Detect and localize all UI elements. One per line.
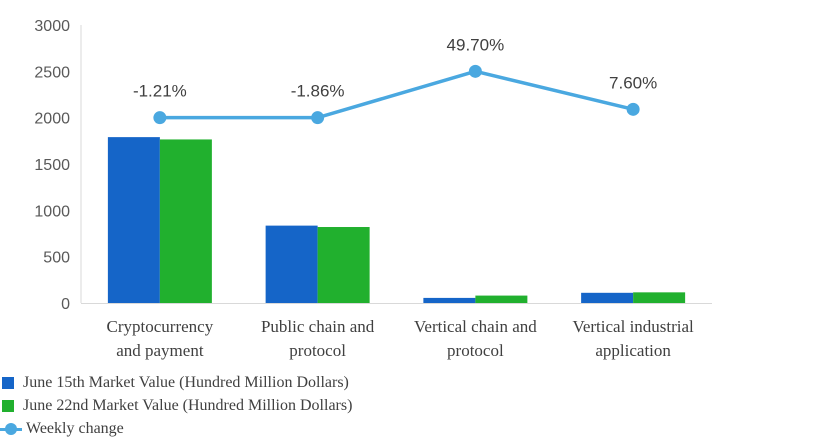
legend-item-june22: June 22nd Market Value (Hundred Million … <box>0 394 352 417</box>
bar-june22 <box>633 292 686 303</box>
y-tick-label: 0 <box>61 296 70 313</box>
bar-june22 <box>475 295 528 303</box>
x-category-label: Vertical industrial <box>572 317 694 336</box>
weekly-change-data-label: -1.21% <box>133 82 187 101</box>
y-tick-label: 500 <box>43 250 70 267</box>
x-category-label: Public chain and <box>261 317 375 336</box>
bar-june15 <box>265 225 318 303</box>
weekly-change-point <box>626 102 640 116</box>
weekly-change-point <box>153 111 167 125</box>
legend-swatch-june15 <box>2 376 14 389</box>
bar-june15 <box>423 297 476 303</box>
legend-swatch-june22 <box>2 399 14 412</box>
y-tick-label: 2500 <box>34 64 70 81</box>
bar-june15 <box>107 137 160 303</box>
bar-june15 <box>581 292 634 303</box>
legend-item-weekly-change: Weekly change <box>0 417 352 440</box>
y-tick-label: 2000 <box>34 111 70 128</box>
x-category-label: Vertical chain and <box>414 317 537 336</box>
bar-june22 <box>159 139 212 303</box>
legend-swatch-weekly-change <box>0 422 22 435</box>
legend-label-june15: June 15th Market Value (Hundred Million … <box>23 373 349 391</box>
y-tick-label: 1500 <box>34 157 70 174</box>
weekly-change-data-label: 7.60% <box>609 73 657 92</box>
weekly-change-data-label: 49.70% <box>447 35 505 54</box>
weekly-change-point <box>468 64 482 78</box>
legend-label-weekly-change: Weekly change <box>26 419 124 437</box>
y-tick-label: 1000 <box>34 203 70 220</box>
x-category-label: and payment <box>116 341 204 360</box>
legend-item-june15: June 15th Market Value (Hundred Million … <box>0 371 352 394</box>
weekly-change-line <box>159 69 634 120</box>
weekly-change-point <box>311 111 325 125</box>
legend-label-june22: June 22nd Market Value (Hundred Million … <box>23 396 353 414</box>
x-category-label: protocol <box>447 341 504 360</box>
weekly-change-data-label: -1.86% <box>291 82 345 101</box>
bar-june22 <box>317 227 370 303</box>
x-category-label: application <box>595 341 671 360</box>
x-category-label: protocol <box>289 341 346 360</box>
legend: June 15th Market Value (Hundred Million … <box>0 371 352 440</box>
x-category-label: Cryptocurrency <box>107 317 214 336</box>
y-tick-label: 3000 <box>34 18 70 35</box>
